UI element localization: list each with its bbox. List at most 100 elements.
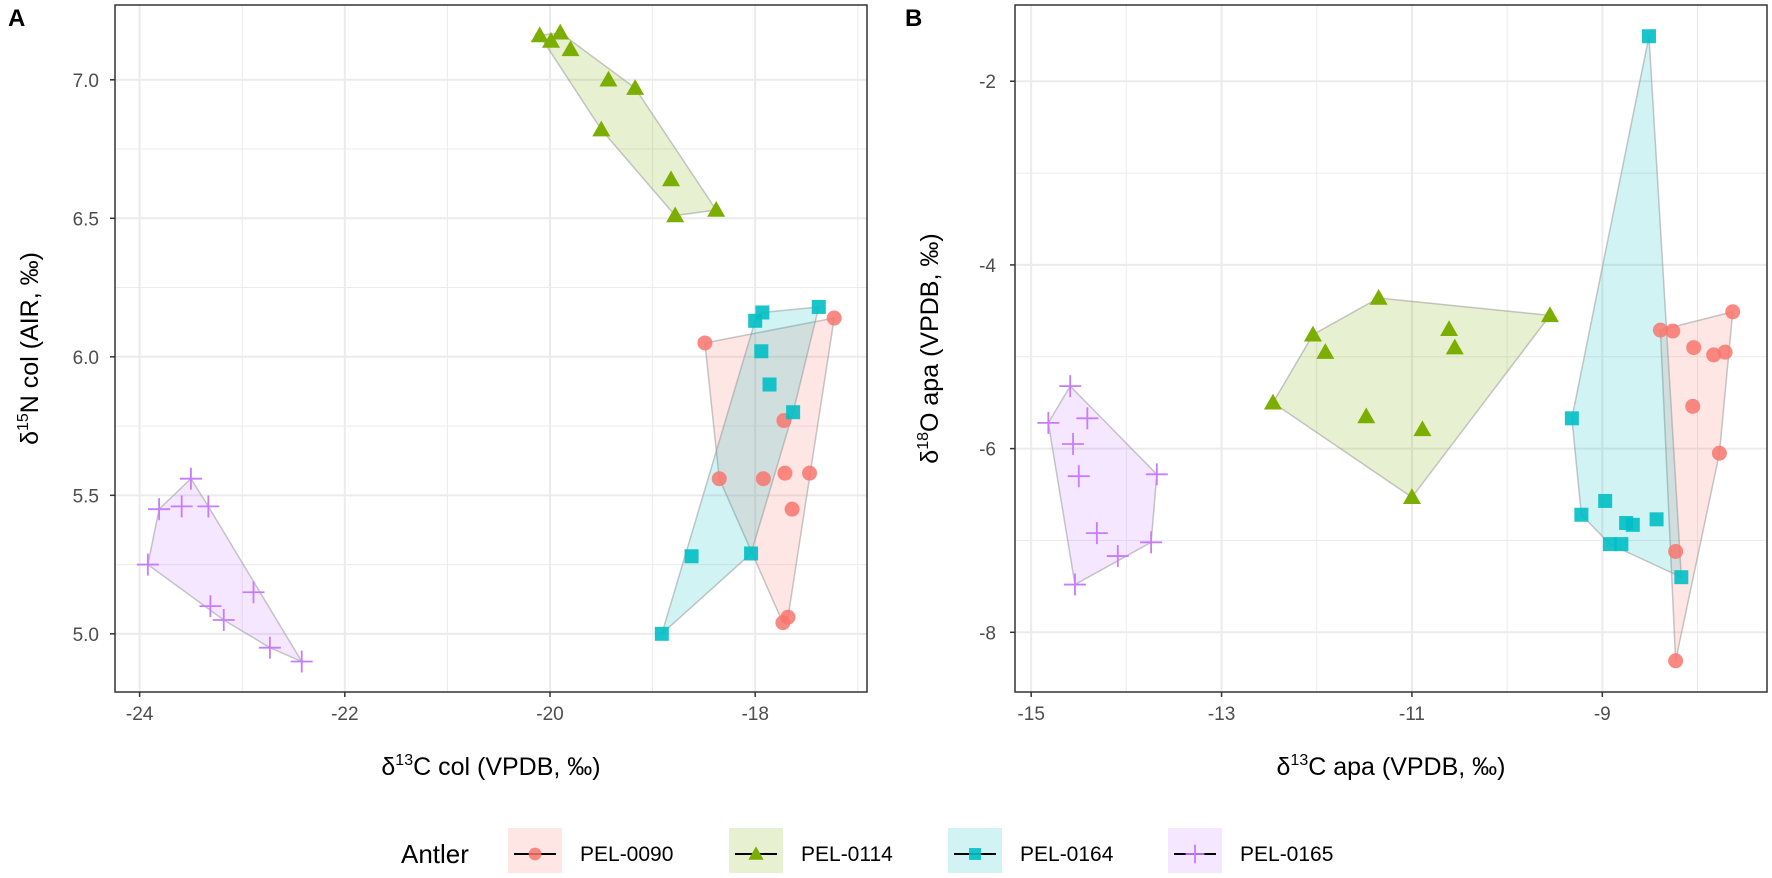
y-tick-label: 5.0 [73,625,99,646]
data-point [1725,304,1741,320]
data-point [1686,340,1702,356]
y-axis-title: δ18O apa (VPDB, ‰) [915,233,944,463]
y-title-delta: δ [16,431,44,445]
series-pel-0114 [530,23,726,223]
data-point [775,615,791,631]
data-point [136,553,159,576]
x-tick-label: -18 [741,704,768,725]
legend-key-plus-icon [1185,844,1205,864]
panel-label: A [8,5,25,32]
y-tick-label: -4 [979,256,996,277]
data-point [1062,433,1085,456]
data-point [1076,407,1099,430]
data-point [826,310,842,326]
legend-item-pel-0090: PEL-0090 [508,828,673,873]
data-point [290,650,313,673]
data-point [1145,463,1168,486]
data-point [786,405,801,420]
data-point [1668,543,1684,559]
legend-label: PEL-0164 [1020,843,1114,866]
data-point [542,32,561,48]
legend-label: PEL-0114 [801,843,893,866]
legend-key-triangle-icon [748,846,764,860]
data-point [1685,398,1701,414]
legend-item-pel-0164: PEL-0164 [948,828,1114,873]
x-tick-label: -13 [1208,704,1235,725]
legend-label: PEL-0090 [580,843,673,866]
y-tick-label: -8 [979,623,996,644]
y-tick-label: 6.5 [73,209,99,230]
panel-border [114,4,868,693]
data-point [1602,537,1617,552]
data-point [1668,653,1684,669]
data-point [599,70,618,87]
legend-title: Antler [401,839,469,869]
data-point [1445,338,1464,355]
hull-pel-0165 [1047,384,1158,586]
data-point [242,581,265,604]
data-point [1614,537,1629,552]
y-title-rest: N col (AIR, ‰) [16,252,44,413]
data-point [1140,531,1163,554]
data-point [1574,507,1589,522]
y-tick-label: -6 [979,440,996,461]
series-pel-0164 [1564,29,1689,585]
data-point [170,495,193,518]
data-point [148,498,171,521]
data-point [1706,347,1722,363]
data-point [662,170,681,187]
data-point [1649,512,1664,527]
data-point [1665,323,1681,339]
panel-border [1014,4,1768,693]
data-point [1085,522,1108,545]
data-point [707,200,726,217]
data-point [762,377,777,392]
data-point [1652,322,1668,338]
data-point [744,546,759,561]
legend: Antler PEL-0090 PEL-0114 PEL-0164 PEL-0165 [401,828,1333,873]
y-title-sup: 18 [915,432,932,450]
data-point [684,549,699,564]
data-point [1357,407,1376,424]
data-point [1440,320,1459,336]
data-point [1564,411,1579,426]
data-point [1303,325,1322,342]
series-pel-0164 [654,299,826,641]
data-point [811,299,826,314]
panel-label: B [905,5,922,32]
data-point [199,595,222,618]
x-title-rest: C apa (VPDB, ‰) [1308,753,1505,781]
data-point [802,465,818,481]
data-point [1402,488,1421,505]
y-axis-title: δ15N col (AIR, ‰) [15,252,44,445]
data-point [551,23,570,40]
series-pel-0165 [1037,375,1168,596]
series-pel-0165 [136,467,313,673]
series-pel-0114 [1263,288,1559,505]
y-title-rest: O apa (VPDB, ‰) [916,233,944,432]
y-tick-label: 6.0 [73,348,99,369]
legend-item-pel-0114: PEL-0114 [729,828,893,873]
x-tick-label: -20 [536,704,563,725]
hull-pel-0164 [1571,36,1683,579]
data-point [1717,344,1733,360]
x-tick-label: -15 [1017,704,1044,725]
data-point [1641,29,1656,44]
y-tick-label: -2 [979,72,996,93]
data-point [1711,445,1727,461]
data-point [666,206,685,223]
x-axis-title: δ13C col (VPDB, ‰) [381,752,600,781]
data-point [1674,570,1689,585]
data-point [197,495,220,518]
data-point [212,608,235,631]
data-point [1369,288,1388,305]
legend-item-pel-0165: PEL-0165 [1168,828,1333,873]
legend-label: PEL-0165 [1240,843,1333,866]
data-point [179,467,202,490]
data-point [1625,517,1640,532]
data-point [592,120,611,137]
y-tick-label: 5.5 [73,486,99,507]
